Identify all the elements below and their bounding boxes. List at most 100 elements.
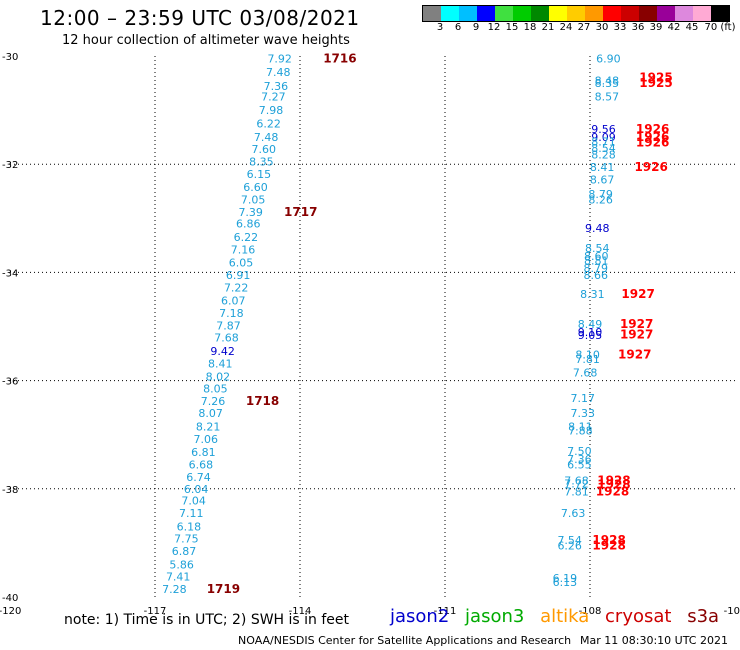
colorbar-label: 45 — [685, 22, 699, 33]
wave-height-label: 8.41 — [590, 161, 615, 174]
colorbar-label: 70 (ft) — [704, 22, 736, 33]
x-tick-label: -117 — [144, 606, 167, 617]
wave-height-label: 8.60 — [584, 250, 609, 263]
footer-credit: NOAA/NESDIS Center for Satellite Applica… — [238, 634, 572, 647]
wave-height-label: 6.60 — [243, 181, 268, 194]
legend-jason3: jason3 — [465, 606, 525, 627]
wave-height-label: 7.92 — [267, 53, 292, 66]
wave-height-label: 7.22 — [224, 282, 249, 295]
wave-height-label: 8.79 — [584, 262, 609, 275]
legend-cryosat: cryosat — [605, 606, 672, 627]
wave-height-label: 7.11 — [179, 507, 204, 520]
wave-height-label: 6.68 — [189, 458, 214, 471]
wave-height-label: 6.22 — [256, 118, 281, 131]
wave-height-label: 7.50 — [567, 445, 592, 458]
pass-time-label: 1926 — [634, 160, 667, 174]
colorbar-swatch — [441, 6, 459, 21]
colorbar-swatch — [657, 6, 675, 21]
map-title: 12:00 – 23:59 UTC 03/08/2021 — [40, 6, 360, 30]
colorbar-label: 42 — [667, 22, 681, 33]
colorbar-label: 6 — [454, 22, 462, 33]
wave-height-label: 6.91 — [226, 269, 251, 282]
wave-height-label: 7.39 — [238, 206, 263, 219]
wave-height-label: 7.81 — [564, 486, 589, 499]
colorbar-label: 9 — [472, 22, 480, 33]
wave-height-label: 7.05 — [241, 193, 266, 206]
wave-height-label: 7.63 — [561, 507, 586, 520]
colorbar-swatch — [549, 6, 567, 21]
colorbar-label: 15 — [505, 22, 519, 33]
wave-height-label: 5.86 — [169, 559, 194, 572]
colorbar-label: 30 — [595, 22, 609, 33]
pass-time-label: 1925 — [639, 71, 672, 85]
wave-height-label: 8.41 — [208, 357, 233, 370]
wave-height-label: 6.04 — [184, 483, 209, 496]
wave-height-label: 8.05 — [203, 383, 228, 396]
legend-s3a: s3a — [687, 606, 720, 627]
x-tick-label: -114 — [289, 606, 312, 617]
pass-time-label: 1928 — [592, 533, 625, 547]
wave-height-label: 7.06 — [194, 433, 219, 446]
colorbar-swatch — [459, 6, 477, 21]
colorbar-swatch — [711, 6, 729, 21]
wave-height-label: 6.81 — [191, 446, 216, 459]
wave-height-label: 8.54 — [591, 142, 616, 155]
wave-height-label: 6.18 — [177, 521, 202, 534]
wave-height-label: 7.88 — [568, 424, 593, 437]
pass-time-label: 1926 — [636, 136, 669, 150]
wave-height-label: 7.87 — [216, 319, 241, 332]
colorbar-label: 18 — [523, 22, 537, 33]
x-tick-label: -111 — [434, 606, 457, 617]
note-text: note: 1) Time is in UTC; 2) SWH is in fe… — [64, 612, 350, 628]
wave-height-label: 7.60 — [252, 143, 277, 156]
wave-height-label: 8.66 — [584, 269, 609, 282]
wave-height-label: 9.09 — [591, 131, 616, 144]
wave-height-label: 6.26 — [557, 540, 582, 553]
colorbar-labels: 3 6 9 12 15 18 21 24 27 30 33 36 39 42 45 70 (ft) — [422, 22, 740, 36]
y-tick-label: -34 — [2, 268, 18, 279]
wave-height-label: 6.07 — [221, 295, 246, 308]
pass-time-label: 1927 — [620, 328, 653, 342]
satellite-legend: jason2 jason3 altika cryosat s3a — [390, 606, 729, 627]
wave-height-label: 7.18 — [219, 307, 244, 320]
wave-height-label: 7.16 — [231, 244, 256, 257]
pass-time-label: 1718 — [246, 394, 279, 408]
wave-height-label: 8.02 — [206, 370, 231, 383]
wave-height-label: 9.10 — [578, 326, 603, 339]
colorbar-label: 12 — [487, 22, 501, 33]
colorbar-label: 27 — [577, 22, 591, 33]
grid-lines — [10, 56, 735, 597]
wave-height-label: 7.68 — [564, 475, 589, 488]
colorbar-label: 3 — [436, 22, 444, 33]
wave-height-label: 9.42 — [210, 345, 235, 358]
colorbar-label: 39 — [649, 22, 663, 33]
colorbar — [422, 5, 730, 22]
pass-time-label: 1926 — [636, 130, 669, 144]
y-tick-label: -38 — [2, 485, 18, 496]
wave-height-label: 7.26 — [201, 395, 226, 408]
pass-time-label: 1925 — [639, 76, 672, 90]
pass-time-label: 1928 — [592, 539, 625, 553]
wave-height-label: 6.86 — [236, 218, 261, 231]
wave-height-label: 7.17 — [571, 392, 596, 405]
wave-height-label: 7.81 — [575, 353, 600, 366]
pass-time-label: 1928 — [596, 485, 629, 499]
wave-height-label: 9.48 — [585, 222, 610, 235]
wave-height-label: 7.75 — [174, 533, 199, 546]
wave-height-label: 9.56 — [591, 123, 616, 136]
colorbar-swatch — [603, 6, 621, 21]
pass-labels: 1716171717181719192519251926192619261926… — [207, 52, 673, 596]
wave-height-label: 8.28 — [591, 148, 616, 161]
wave-height-label: 6.55 — [567, 458, 592, 471]
wave-height-label: 6.19 — [553, 572, 578, 585]
wave-height-label: 6.22 — [234, 231, 259, 244]
wave-height-label: 8.57 — [595, 91, 620, 104]
y-tick-label: -40 — [2, 593, 18, 604]
map-subtitle: 12 hour collection of altimeter wave hei… — [62, 33, 350, 48]
wave-height-label: 6.05 — [229, 257, 254, 270]
colorbar-swatch — [567, 6, 585, 21]
pass-time-label: 1927 — [618, 348, 651, 362]
colorbar-swatch — [477, 6, 495, 21]
colorbar-swatch — [621, 6, 639, 21]
wave-height-label: 8.81 — [584, 254, 609, 267]
